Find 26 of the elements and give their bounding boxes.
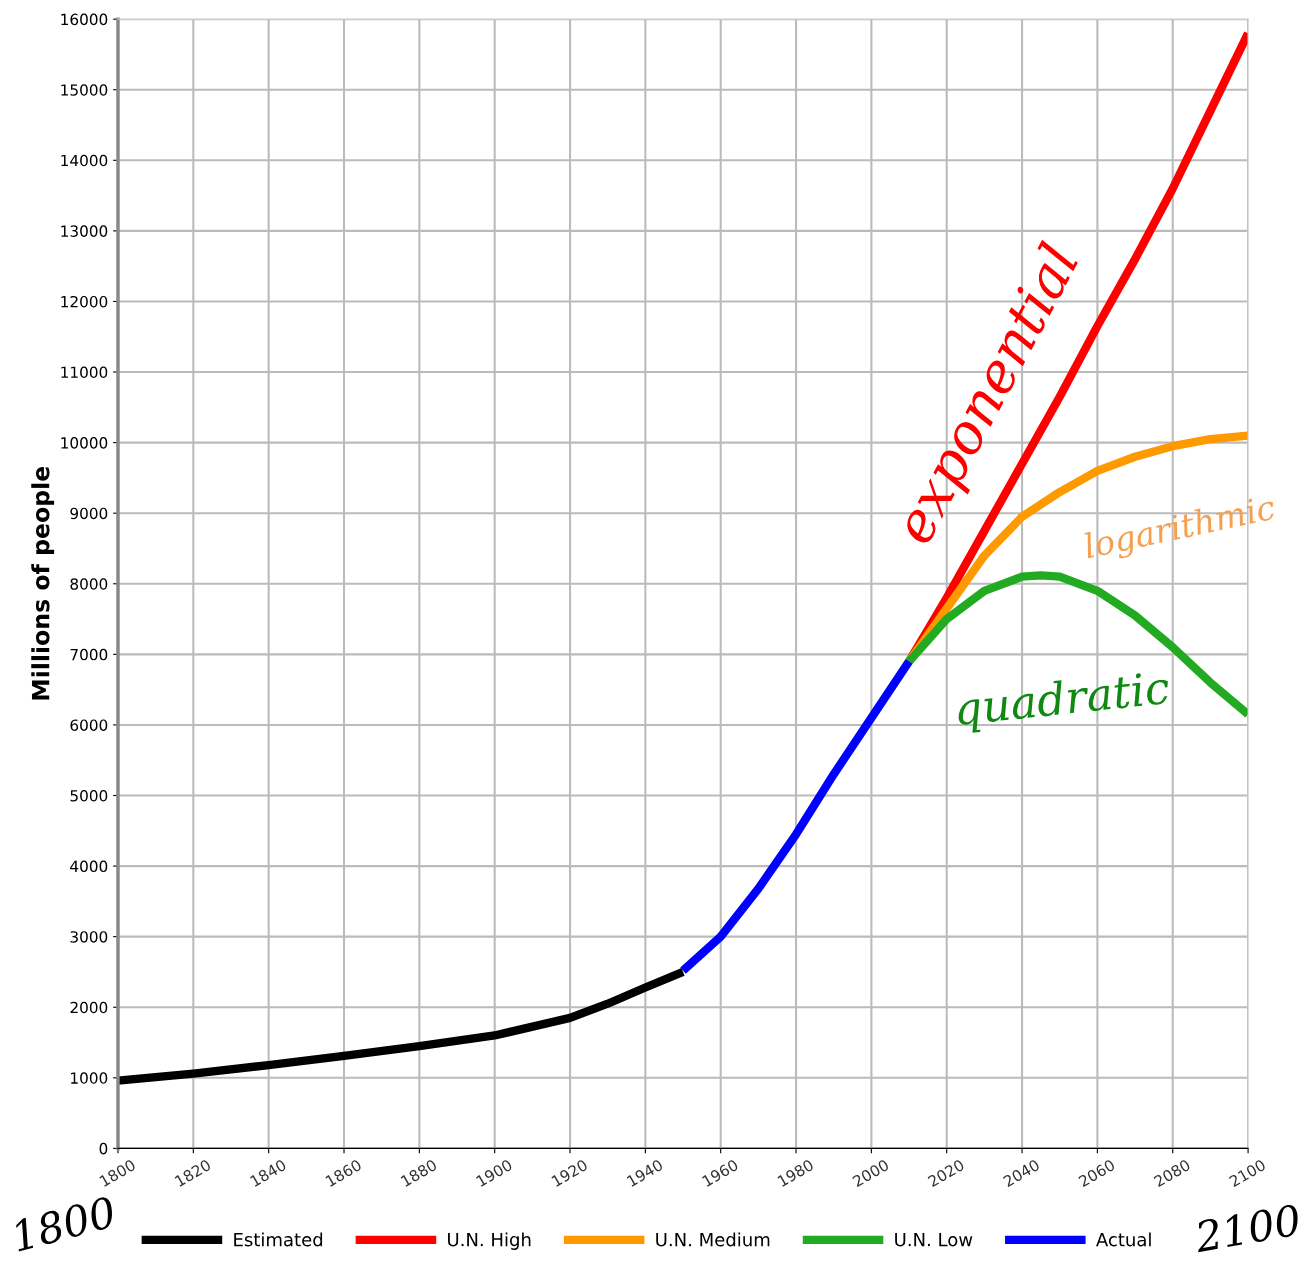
- y-tick-label: 8000: [70, 578, 108, 590]
- y-tick-label: 3000: [70, 931, 108, 943]
- y-tick-label: 4000: [70, 860, 108, 873]
- y-tick-label: 7000: [70, 648, 108, 661]
- legend-label: Actual: [1096, 1232, 1151, 1247]
- legend-label: Estimated: [234, 1232, 323, 1247]
- y-tick-label: 10000: [61, 437, 108, 449]
- y-tick-label: 16000: [61, 13, 108, 26]
- y-tick-label: 5000: [70, 789, 108, 802]
- annotation: quadratic: [955, 669, 1172, 735]
- y-tick-label: 1000: [71, 1072, 108, 1084]
- legend-label: U.N. High: [448, 1232, 531, 1250]
- text: 2100: [1192, 1203, 1301, 1253]
- y-tick-label: 11000: [61, 366, 108, 379]
- legend-label: U.N. Medium: [656, 1232, 770, 1247]
- y-tick-label: 0: [99, 1142, 108, 1155]
- y-tick-label: 6000: [70, 719, 108, 731]
- y-tick-label: 9000: [70, 507, 108, 520]
- y-axis-title: Millions of people: [31, 466, 55, 700]
- y-tick-label: 15000: [61, 84, 108, 96]
- y-tick-label: 13000: [61, 225, 108, 237]
- text: 1800: [10, 1195, 117, 1253]
- y-tick-label: 12000: [61, 295, 108, 308]
- y-tick-label: 2000: [70, 1001, 108, 1014]
- legend-label: U.N. Low: [895, 1232, 973, 1247]
- y-tick-label: 14000: [61, 154, 108, 167]
